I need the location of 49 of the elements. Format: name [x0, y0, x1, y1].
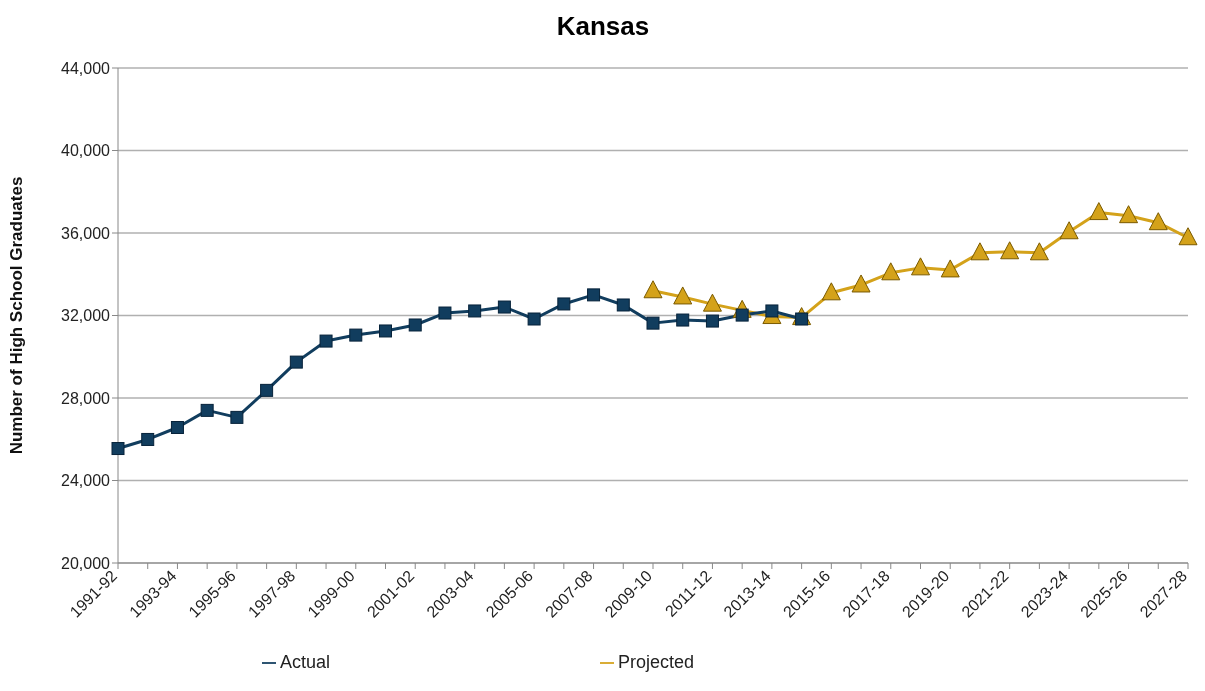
point — [1178, 227, 1198, 246]
point — [438, 306, 452, 320]
point — [911, 257, 930, 276]
point — [379, 324, 392, 338]
point — [851, 274, 871, 293]
point — [170, 420, 184, 434]
legend-label: Actual — [279, 652, 330, 672]
point — [1089, 202, 1109, 221]
point — [616, 298, 630, 312]
point — [111, 442, 125, 456]
point — [468, 304, 482, 318]
point — [200, 403, 214, 417]
legend-label: Projected — [617, 652, 695, 672]
point — [646, 316, 660, 330]
y-tick-label: 20,000 — [61, 554, 111, 572]
y-axis-title: Number of High School Graduates — [7, 176, 27, 455]
y-tick-label: 32,000 — [61, 307, 111, 325]
point — [765, 304, 779, 318]
point — [557, 297, 571, 311]
point — [1029, 242, 1049, 261]
point — [1059, 221, 1079, 240]
y-tick-label: 40,000 — [61, 142, 111, 160]
point — [881, 262, 901, 281]
point — [705, 314, 719, 328]
point — [940, 259, 960, 278]
point — [230, 410, 244, 424]
y-tick-label: 36,000 — [61, 224, 111, 242]
point — [319, 334, 333, 348]
point — [676, 313, 690, 327]
point — [1148, 212, 1168, 231]
point — [643, 280, 663, 299]
point — [141, 432, 155, 446]
point — [673, 286, 693, 305]
point — [260, 383, 274, 397]
point — [587, 288, 601, 302]
point — [1119, 205, 1139, 224]
y-tick-label: 28,000 — [61, 389, 111, 407]
point — [289, 355, 303, 369]
point — [527, 312, 541, 326]
point — [408, 318, 422, 332]
chart-title: Kansas — [555, 10, 651, 43]
point — [349, 328, 363, 342]
point — [1000, 241, 1020, 260]
point — [497, 300, 511, 314]
point — [970, 242, 990, 261]
point — [821, 282, 841, 301]
y-tick-label: 24,000 — [61, 472, 111, 490]
point — [702, 293, 722, 312]
y-tick-label: 44,000 — [61, 59, 111, 77]
